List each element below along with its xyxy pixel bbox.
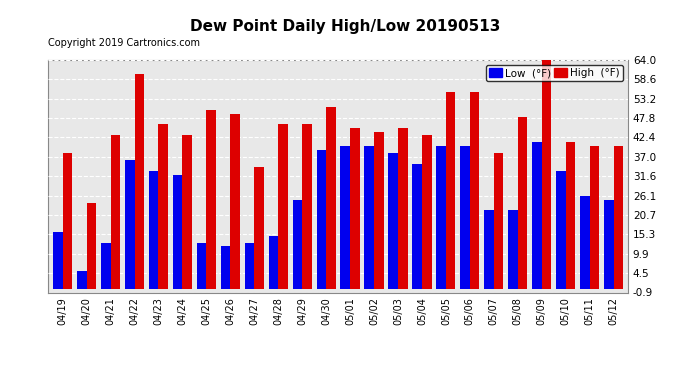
Bar: [125, 160, 135, 289]
Bar: [556, 171, 566, 289]
Bar: [293, 200, 302, 289]
Bar: [388, 153, 398, 289]
Bar: [436, 146, 446, 289]
Bar: [110, 135, 120, 289]
Bar: [149, 171, 159, 289]
Bar: [422, 135, 431, 289]
Bar: [230, 114, 240, 289]
Bar: [197, 243, 206, 289]
Bar: [532, 142, 542, 289]
Bar: [566, 142, 575, 289]
Bar: [350, 128, 359, 289]
Bar: [206, 110, 216, 289]
Text: Copyright 2019 Cartronics.com: Copyright 2019 Cartronics.com: [48, 38, 200, 48]
Bar: [326, 106, 336, 289]
Bar: [182, 135, 192, 289]
Bar: [613, 146, 623, 289]
Bar: [172, 175, 182, 289]
Bar: [542, 60, 551, 289]
Bar: [518, 117, 527, 289]
Bar: [317, 150, 326, 289]
Bar: [460, 146, 470, 289]
Bar: [589, 146, 599, 289]
Bar: [494, 153, 504, 289]
Bar: [77, 272, 87, 289]
Bar: [508, 210, 518, 289]
Bar: [53, 232, 63, 289]
Bar: [221, 246, 230, 289]
Bar: [268, 236, 278, 289]
Bar: [446, 92, 455, 289]
Bar: [63, 153, 72, 289]
Legend: Low  (°F), High  (°F): Low (°F), High (°F): [486, 65, 622, 81]
Bar: [340, 146, 350, 289]
Text: Dew Point Daily High/Low 20190513: Dew Point Daily High/Low 20190513: [190, 19, 500, 34]
Bar: [484, 210, 494, 289]
Bar: [302, 124, 312, 289]
Bar: [255, 168, 264, 289]
Bar: [413, 164, 422, 289]
Bar: [159, 124, 168, 289]
Bar: [580, 196, 589, 289]
Bar: [245, 243, 255, 289]
Bar: [374, 132, 384, 289]
Bar: [278, 124, 288, 289]
Bar: [87, 203, 96, 289]
Bar: [398, 128, 408, 289]
Bar: [470, 92, 480, 289]
Bar: [364, 146, 374, 289]
Bar: [135, 74, 144, 289]
Bar: [101, 243, 110, 289]
Bar: [604, 200, 613, 289]
